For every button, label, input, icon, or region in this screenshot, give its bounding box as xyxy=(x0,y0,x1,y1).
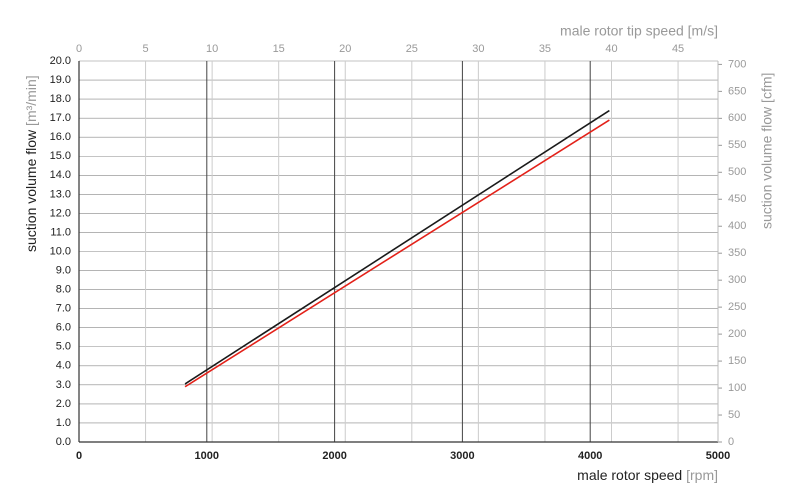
x-tick-label: 3000 xyxy=(450,450,474,462)
x2-tick-label: 45 xyxy=(672,43,684,55)
y-tick-label: 12.0 xyxy=(50,207,71,219)
y-tick-label: 15.0 xyxy=(50,150,71,162)
y2-tick-label: 100 xyxy=(728,382,746,394)
y-tick-label: 8.0 xyxy=(56,284,71,296)
y-tick-label: 14.0 xyxy=(50,169,71,181)
y-tick-label: 19.0 xyxy=(50,74,71,86)
x-tick-label: 5000 xyxy=(706,450,730,462)
y-tick-label: 10.0 xyxy=(50,245,71,257)
y2-tick-label: 0 xyxy=(728,436,734,448)
y2-tick-label: 450 xyxy=(728,193,746,205)
x2-tick-label: 30 xyxy=(472,43,484,55)
x2-tick-label: 0 xyxy=(76,43,82,55)
x2-tick-label: 35 xyxy=(539,43,551,55)
y-tick-label: 13.0 xyxy=(50,188,71,200)
y-tick-label: 4.0 xyxy=(56,360,71,372)
x-tick-label: 1000 xyxy=(195,450,219,462)
y2-tick-label: 350 xyxy=(728,247,746,259)
x-label-text: male rotor speed xyxy=(577,467,682,483)
y2-tick-label: 300 xyxy=(728,274,746,286)
y-tick-label: 7.0 xyxy=(56,303,71,315)
x-label-unit: [rpm] xyxy=(686,467,718,483)
y2-tick-label: 500 xyxy=(728,166,746,178)
y-tick-label: 20.0 xyxy=(50,55,71,67)
y2-tick-label: 50 xyxy=(728,409,740,421)
x2-tick-label: 20 xyxy=(339,43,351,55)
y2-tick-label: 650 xyxy=(728,85,746,97)
x2-tick-label: 10 xyxy=(206,43,218,55)
y2-tick-label: 550 xyxy=(728,139,746,151)
y-label-text: suction volume flow xyxy=(23,129,39,252)
y2-tick-label: 150 xyxy=(728,355,746,367)
y-tick-label: 18.0 xyxy=(50,93,71,105)
x-tick-label: 0 xyxy=(76,450,82,462)
y2-tick-label: 200 xyxy=(728,328,746,340)
y2-tick-label: 700 xyxy=(728,58,746,70)
x-tick-label: 2000 xyxy=(322,450,346,462)
x2-tick-label: 5 xyxy=(143,43,149,55)
x-tick-label: 4000 xyxy=(578,450,602,462)
y-tick-label: 5.0 xyxy=(56,341,71,353)
y-tick-label: 3.0 xyxy=(56,379,71,391)
y-axis-label: suction volume flow [m³/min] xyxy=(23,75,39,252)
x2-tick-label: 15 xyxy=(273,43,285,55)
y2-axis-label: suction volume flow [cfm] xyxy=(759,73,775,229)
y2-tick-label: 250 xyxy=(728,301,746,313)
y-tick-label: 0.0 xyxy=(56,436,71,448)
y-tick-label: 11.0 xyxy=(50,226,71,238)
y-label-unit: [m³/min] xyxy=(23,75,39,126)
y-tick-label: 17.0 xyxy=(50,112,71,124)
y2-tick-label: 400 xyxy=(728,220,746,232)
y-tick-label: 9.0 xyxy=(56,264,71,276)
y-tick-label: 1.0 xyxy=(56,417,71,429)
x2-axis-label: male rotor tip speed [m/s] xyxy=(560,23,718,39)
y-tick-label: 16.0 xyxy=(50,131,71,143)
series-line xyxy=(184,109,610,385)
y-tick-label: 6.0 xyxy=(56,322,71,334)
y2-tick-label: 600 xyxy=(728,112,746,124)
series-line xyxy=(184,119,610,388)
y-tick-label: 2.0 xyxy=(56,398,71,410)
x-axis-label: male rotor speed [rpm] xyxy=(577,467,718,483)
x2-tick-label: 40 xyxy=(605,43,617,55)
x2-tick-label: 25 xyxy=(406,43,418,55)
